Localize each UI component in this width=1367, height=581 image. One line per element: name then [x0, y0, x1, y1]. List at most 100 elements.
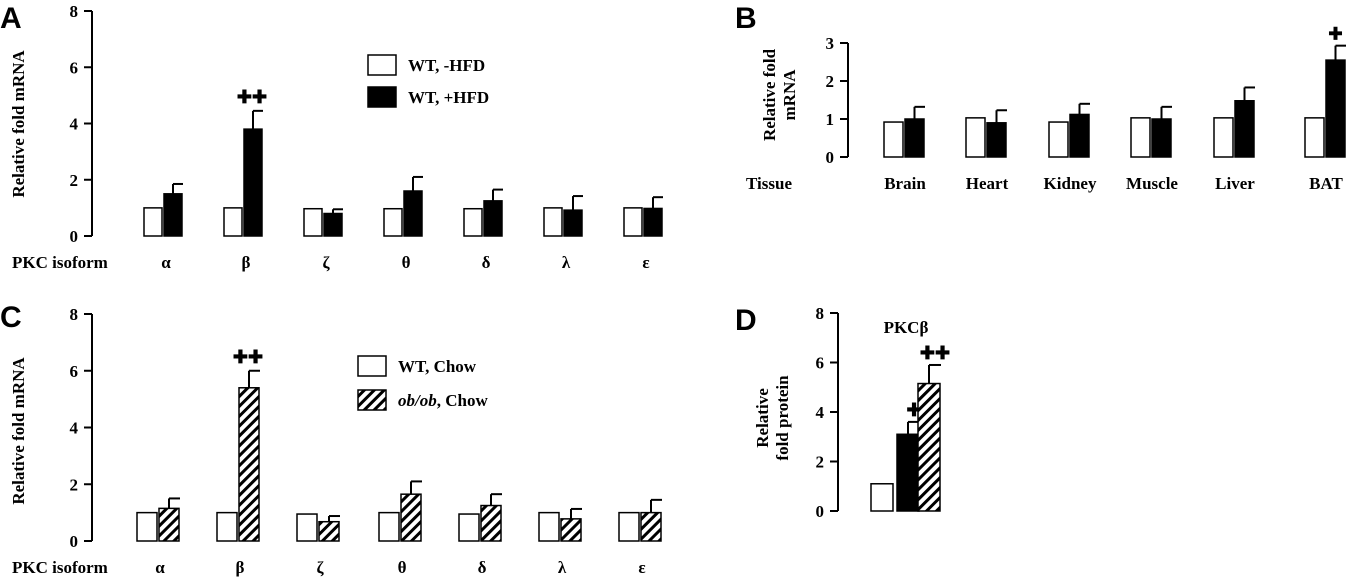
panel-D-y-tick-label: 6 [816, 354, 825, 373]
category-label: θ [398, 558, 407, 577]
category-label: Heart [966, 174, 1009, 193]
significance-marker: ✚✚ [237, 87, 267, 107]
category-label: Liver [1215, 174, 1255, 193]
bar-C-s2 [318, 520, 340, 542]
panel-B-y-tick-label: 2 [826, 72, 835, 91]
category-label: α [155, 558, 165, 577]
panel-D-y-tick-label: 2 [816, 453, 825, 472]
y-axis-label: Relative fold mRNA [9, 357, 28, 505]
legend-swatch [357, 389, 387, 411]
bar-C-s1 [136, 511, 158, 542]
panel-B-y-tick-label: 0 [826, 148, 835, 167]
significance-marker: ✚ [1328, 25, 1342, 44]
category-label: δ [482, 253, 491, 272]
panel-C-y-tick-label: 8 [70, 305, 79, 324]
bar-C-s1 [216, 511, 238, 542]
bar-C-s2 [158, 507, 180, 542]
bar-C-s2 [400, 493, 422, 542]
panel-letter: C [0, 301, 22, 334]
bar-C-s2 [560, 518, 582, 542]
category-label: ζ [316, 558, 324, 577]
bar-B-s1 [965, 117, 986, 158]
bar-C-s1 [458, 513, 480, 542]
bar-B-s1 [1130, 117, 1151, 158]
category-label: BAT [1309, 174, 1343, 193]
bar-A-s2 [163, 193, 183, 237]
bar-A-s1 [543, 207, 563, 237]
category-label: Kidney [1044, 174, 1097, 193]
bar-A-s2 [483, 200, 503, 237]
bar-A-s1 [303, 207, 323, 237]
legend-label: WT, -HFD [408, 56, 485, 75]
panel-D-y-tick-label: 4 [816, 403, 825, 422]
panel-A-y-tick-label: 2 [70, 171, 79, 190]
panel-A-y-tick-label: 0 [70, 227, 79, 246]
category-label: δ [478, 558, 487, 577]
bar-B-s2 [1069, 113, 1090, 158]
category-label: λ [562, 253, 571, 272]
panel-A-y-tick-label: 6 [70, 58, 79, 77]
bar-C-s2 [238, 387, 260, 542]
category-label: ζ [322, 253, 330, 272]
panel-B-y-tick-label: 1 [826, 110, 835, 129]
bar-C-s2 [480, 504, 502, 542]
panel-A: A 0 2 4 6 8 Relative fold mRNA PKC isoform α β ✚✚ ζ… [0, 2, 663, 272]
category-label: Brain [884, 174, 926, 193]
bar-C-s1 [618, 511, 640, 542]
panel-C-y-tick-label: 0 [70, 532, 79, 551]
bar-B-s1 [1213, 117, 1234, 158]
panel-B-y-tick-label: 3 [826, 34, 835, 53]
panel-D-y-tick-label: 8 [816, 304, 825, 323]
legend-label: WT, Chow [398, 357, 477, 376]
category-label: β [236, 558, 245, 577]
bar-A-s2 [323, 212, 343, 237]
bar-D-2 [896, 433, 920, 512]
x-axis-label: PKC isoform [12, 558, 108, 577]
bar-B-s2 [1325, 59, 1346, 158]
bar-A-s2 [563, 209, 583, 237]
x-axis-label: Tissue [746, 174, 792, 193]
bar-A-s1 [383, 207, 403, 237]
bar-A-s1 [463, 207, 483, 237]
category-label: β [242, 253, 251, 272]
panel-D-y-tick-label: 0 [816, 502, 825, 521]
bar-A-s1 [143, 207, 163, 237]
panel-C-y-tick-label: 2 [70, 475, 79, 494]
legend-label: WT, +HFD [408, 88, 489, 107]
legend-swatch [367, 54, 397, 76]
panel-C: C 0 2 4 6 8 Relative fold mRNA PKC isoform α β ✚✚ ζ… [0, 301, 662, 577]
legend-swatch [367, 86, 397, 108]
significance-marker: ✚✚ [233, 347, 263, 367]
chart-title: PKCβ [884, 318, 929, 337]
panel-letter: B [735, 2, 757, 35]
bar-B-s2 [1234, 100, 1255, 158]
panel-A-y-tick-label: 4 [70, 115, 79, 134]
bar-B-s1 [1048, 121, 1069, 158]
bar-A-s2 [243, 128, 263, 237]
bar-C-s2 [640, 511, 662, 542]
bar-D-1 [870, 483, 894, 512]
bar-B-s2 [904, 118, 925, 158]
panel-C-y-tick-label: 6 [70, 362, 79, 381]
bar-C-s1 [296, 513, 318, 542]
panel-letter: A [0, 2, 22, 35]
legend-swatch [357, 355, 387, 377]
bar-A-s2 [403, 190, 423, 237]
bar-A-s2 [643, 207, 663, 237]
y-axis-label: Relative fold mRNA [9, 50, 28, 198]
bar-B-s1 [883, 121, 904, 158]
bar-C-s1 [538, 511, 560, 542]
bar-A-s1 [223, 207, 243, 237]
category-label: λ [558, 558, 567, 577]
bar-D-3 [917, 382, 941, 512]
bar-A-s1 [623, 207, 643, 237]
category-label: θ [402, 253, 411, 272]
category-label: α [161, 253, 171, 272]
panel-A-y-tick-label: 8 [70, 2, 79, 21]
legend-label: ob/ob, Chow [398, 391, 488, 410]
category-label: Muscle [1126, 174, 1178, 193]
panel-B: B 0 1 2 3 Relative fold mRNA Tissue Brain Heart Ki… [735, 2, 1346, 193]
y-axis-label-line2: mRNA [780, 69, 799, 121]
